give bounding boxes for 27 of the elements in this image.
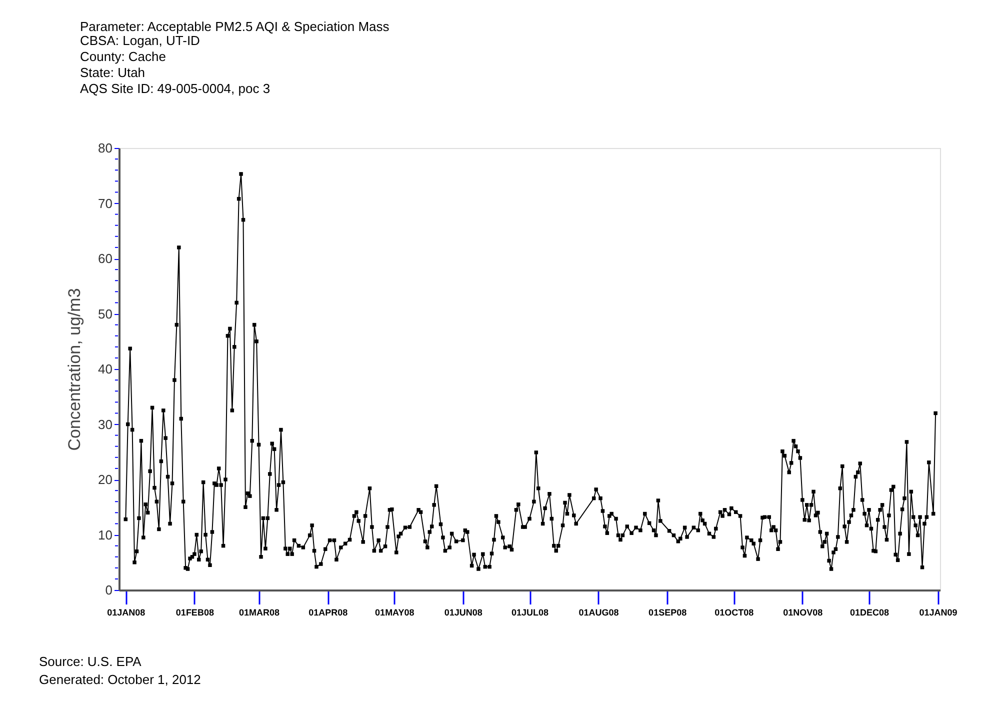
- y-tick-label: 20: [98, 472, 112, 487]
- source-note: Source: U.S. EPA: [39, 654, 142, 669]
- y-tick-label: 70: [98, 196, 112, 211]
- x-tick-label: 01FEB08: [176, 608, 214, 618]
- y-tick-label: 80: [98, 140, 112, 156]
- y-tick-label: 10: [98, 527, 112, 542]
- y-tick-label: 60: [98, 251, 112, 266]
- y-tick-label: 30: [98, 416, 112, 432]
- x-tick-label: 01JUN08: [444, 608, 482, 618]
- x-tick-label: 01JAN09: [919, 608, 958, 618]
- y-axis-title: Concentration, ug/m3: [65, 288, 84, 451]
- x-tick-label: 01AUG08: [578, 608, 619, 618]
- x-tick-label: 01DEC08: [850, 608, 890, 618]
- x-tick-label: 01APR08: [308, 608, 348, 618]
- y-tick-label: 50: [98, 306, 112, 322]
- x-tick-label: 01SEP08: [648, 608, 687, 618]
- y-tick-label: 0: [105, 582, 112, 598]
- x-tick-label: 01JAN08: [107, 608, 146, 618]
- chart-title: Parameter: Acceptable PM2.5 AQI & Speciation Mass: [80, 19, 390, 34]
- x-tick-label: 01MAY08: [375, 608, 414, 618]
- x-tick-label: 01JUL08: [511, 608, 549, 618]
- text: Generated: October 1, 2012: [39, 672, 201, 687]
- chart-subtitle: CBSA: Logan, UT-ID County: Cache State: Utah AQS Site ID: 49-005-0004, poc 3: [80, 33, 270, 96]
- x-tick-label: 01NOV08: [783, 608, 823, 618]
- x-tick-label: 01MAR08: [239, 608, 280, 618]
- y-tick-label: 40: [98, 362, 112, 376]
- x-tick-label: 01OCT08: [714, 608, 754, 618]
